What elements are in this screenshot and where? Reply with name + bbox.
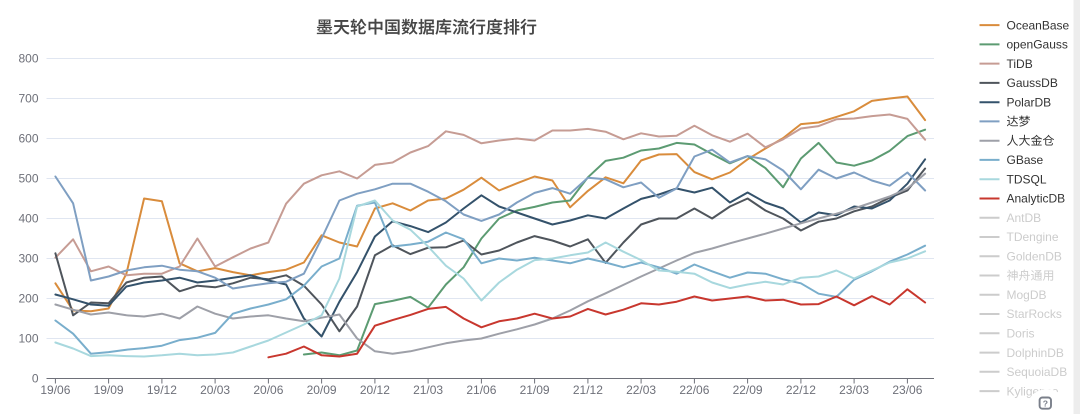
svg-text:22/06: 22/06 bbox=[679, 383, 709, 397]
svg-text:openGauss: openGauss bbox=[1007, 38, 1068, 52]
svg-text:22/12: 22/12 bbox=[786, 383, 816, 397]
svg-text:200: 200 bbox=[18, 292, 38, 306]
svg-text:GoldenDB: GoldenDB bbox=[1007, 250, 1062, 264]
svg-text:21/09: 21/09 bbox=[520, 383, 550, 397]
svg-text:21/06: 21/06 bbox=[466, 383, 496, 397]
svg-text:300: 300 bbox=[18, 252, 38, 266]
svg-text:OceanBase: OceanBase bbox=[1007, 18, 1070, 32]
svg-text:StarRocks: StarRocks bbox=[1007, 307, 1062, 321]
svg-text:19/12: 19/12 bbox=[147, 383, 177, 397]
svg-text:Doris: Doris bbox=[1007, 327, 1035, 341]
svg-text:21/12: 21/12 bbox=[573, 383, 603, 397]
svg-text:AntDB: AntDB bbox=[1007, 211, 1042, 225]
svg-text:19/09: 19/09 bbox=[94, 383, 124, 397]
svg-text:700: 700 bbox=[18, 92, 38, 106]
svg-text:?: ? bbox=[1043, 398, 1048, 408]
svg-text:TiDB: TiDB bbox=[1007, 57, 1033, 71]
svg-text:20/06: 20/06 bbox=[253, 383, 283, 397]
svg-text:SequoiaDB: SequoiaDB bbox=[1007, 365, 1068, 379]
svg-text:22/03: 22/03 bbox=[626, 383, 656, 397]
svg-text:DolphinDB: DolphinDB bbox=[1007, 346, 1064, 360]
svg-text:GaussDB: GaussDB bbox=[1007, 76, 1058, 90]
svg-text:23/03: 23/03 bbox=[839, 383, 869, 397]
svg-text:GBase: GBase bbox=[1007, 153, 1044, 167]
svg-text:TDengine: TDengine bbox=[1007, 230, 1059, 244]
svg-text:20/09: 20/09 bbox=[307, 383, 337, 397]
svg-text:TDSQL: TDSQL bbox=[1007, 172, 1047, 186]
svg-text:800: 800 bbox=[18, 52, 38, 66]
svg-text:22/09: 22/09 bbox=[733, 383, 763, 397]
svg-text:0: 0 bbox=[32, 372, 39, 386]
svg-text:MogDB: MogDB bbox=[1007, 288, 1047, 302]
svg-text:100: 100 bbox=[18, 332, 38, 346]
svg-text:19/06: 19/06 bbox=[40, 383, 70, 397]
svg-text:20/03: 20/03 bbox=[200, 383, 230, 397]
svg-text:500: 500 bbox=[18, 172, 38, 186]
svg-text:600: 600 bbox=[18, 132, 38, 146]
svg-text:PolarDB: PolarDB bbox=[1007, 95, 1052, 109]
svg-text:21/03: 21/03 bbox=[413, 383, 443, 397]
svg-text:AnalyticDB: AnalyticDB bbox=[1007, 192, 1066, 206]
svg-text:23/06: 23/06 bbox=[892, 383, 922, 397]
svg-text:400: 400 bbox=[18, 212, 38, 226]
svg-text:20/12: 20/12 bbox=[360, 383, 390, 397]
